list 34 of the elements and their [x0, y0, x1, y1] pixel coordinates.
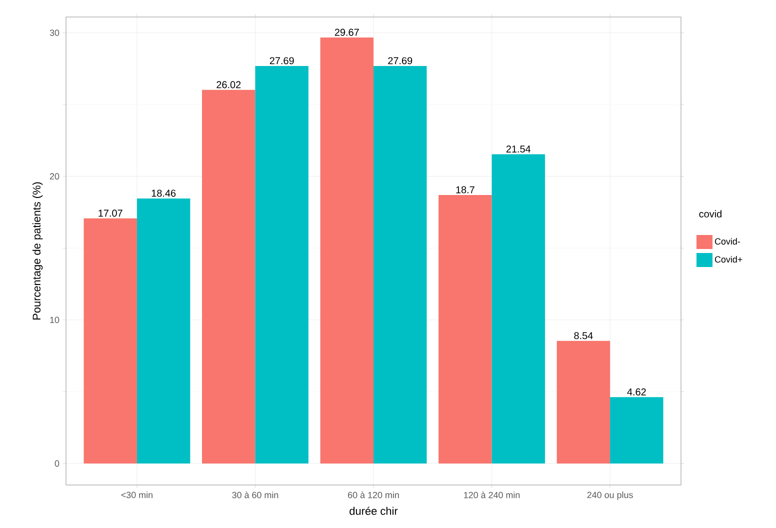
x-tick-label: 120 à 240 min — [464, 492, 520, 498]
bar — [255, 66, 308, 464]
bar — [556, 340, 610, 464]
y-axis-title: Pourcentage de patients (%) — [32, 182, 43, 320]
x-tick-label: 60 à 120 min — [348, 492, 399, 498]
data-label: 21.54 — [506, 145, 531, 153]
y-tick-label: 20 — [50, 173, 60, 180]
bar — [610, 397, 664, 464]
y-tick-label: 0 — [54, 460, 60, 467]
x-tick-label: 30 à 60 min — [232, 492, 278, 498]
bar — [320, 38, 374, 464]
bar — [136, 198, 190, 464]
data-label: 17.07 — [98, 210, 122, 217]
bar — [438, 195, 492, 464]
x-tick-label: 240 ou plus — [587, 492, 633, 500]
data-label: 18.46 — [152, 190, 176, 197]
data-label: 27.69 — [270, 57, 294, 64]
legend-label: Covid- — [714, 238, 740, 245]
bar — [492, 154, 545, 464]
bar — [374, 66, 427, 464]
y-tick-label: 10 — [50, 316, 60, 324]
legend-label: Covid+ — [714, 256, 742, 263]
data-label: 8.54 — [574, 332, 593, 340]
data-label: 26.02 — [216, 81, 241, 88]
y-tick-label: 30 — [50, 30, 60, 36]
legend-title: covid — [699, 210, 722, 218]
data-label: 18.7 — [456, 186, 474, 194]
bar — [84, 218, 137, 464]
x-axis-title: durée chir — [350, 506, 398, 515]
data-label: 29.67 — [334, 28, 359, 36]
x-tick-label: <30 min — [121, 492, 152, 498]
bar — [202, 90, 256, 464]
data-label: 4.62 — [627, 388, 646, 396]
data-label: 27.69 — [388, 57, 412, 64]
